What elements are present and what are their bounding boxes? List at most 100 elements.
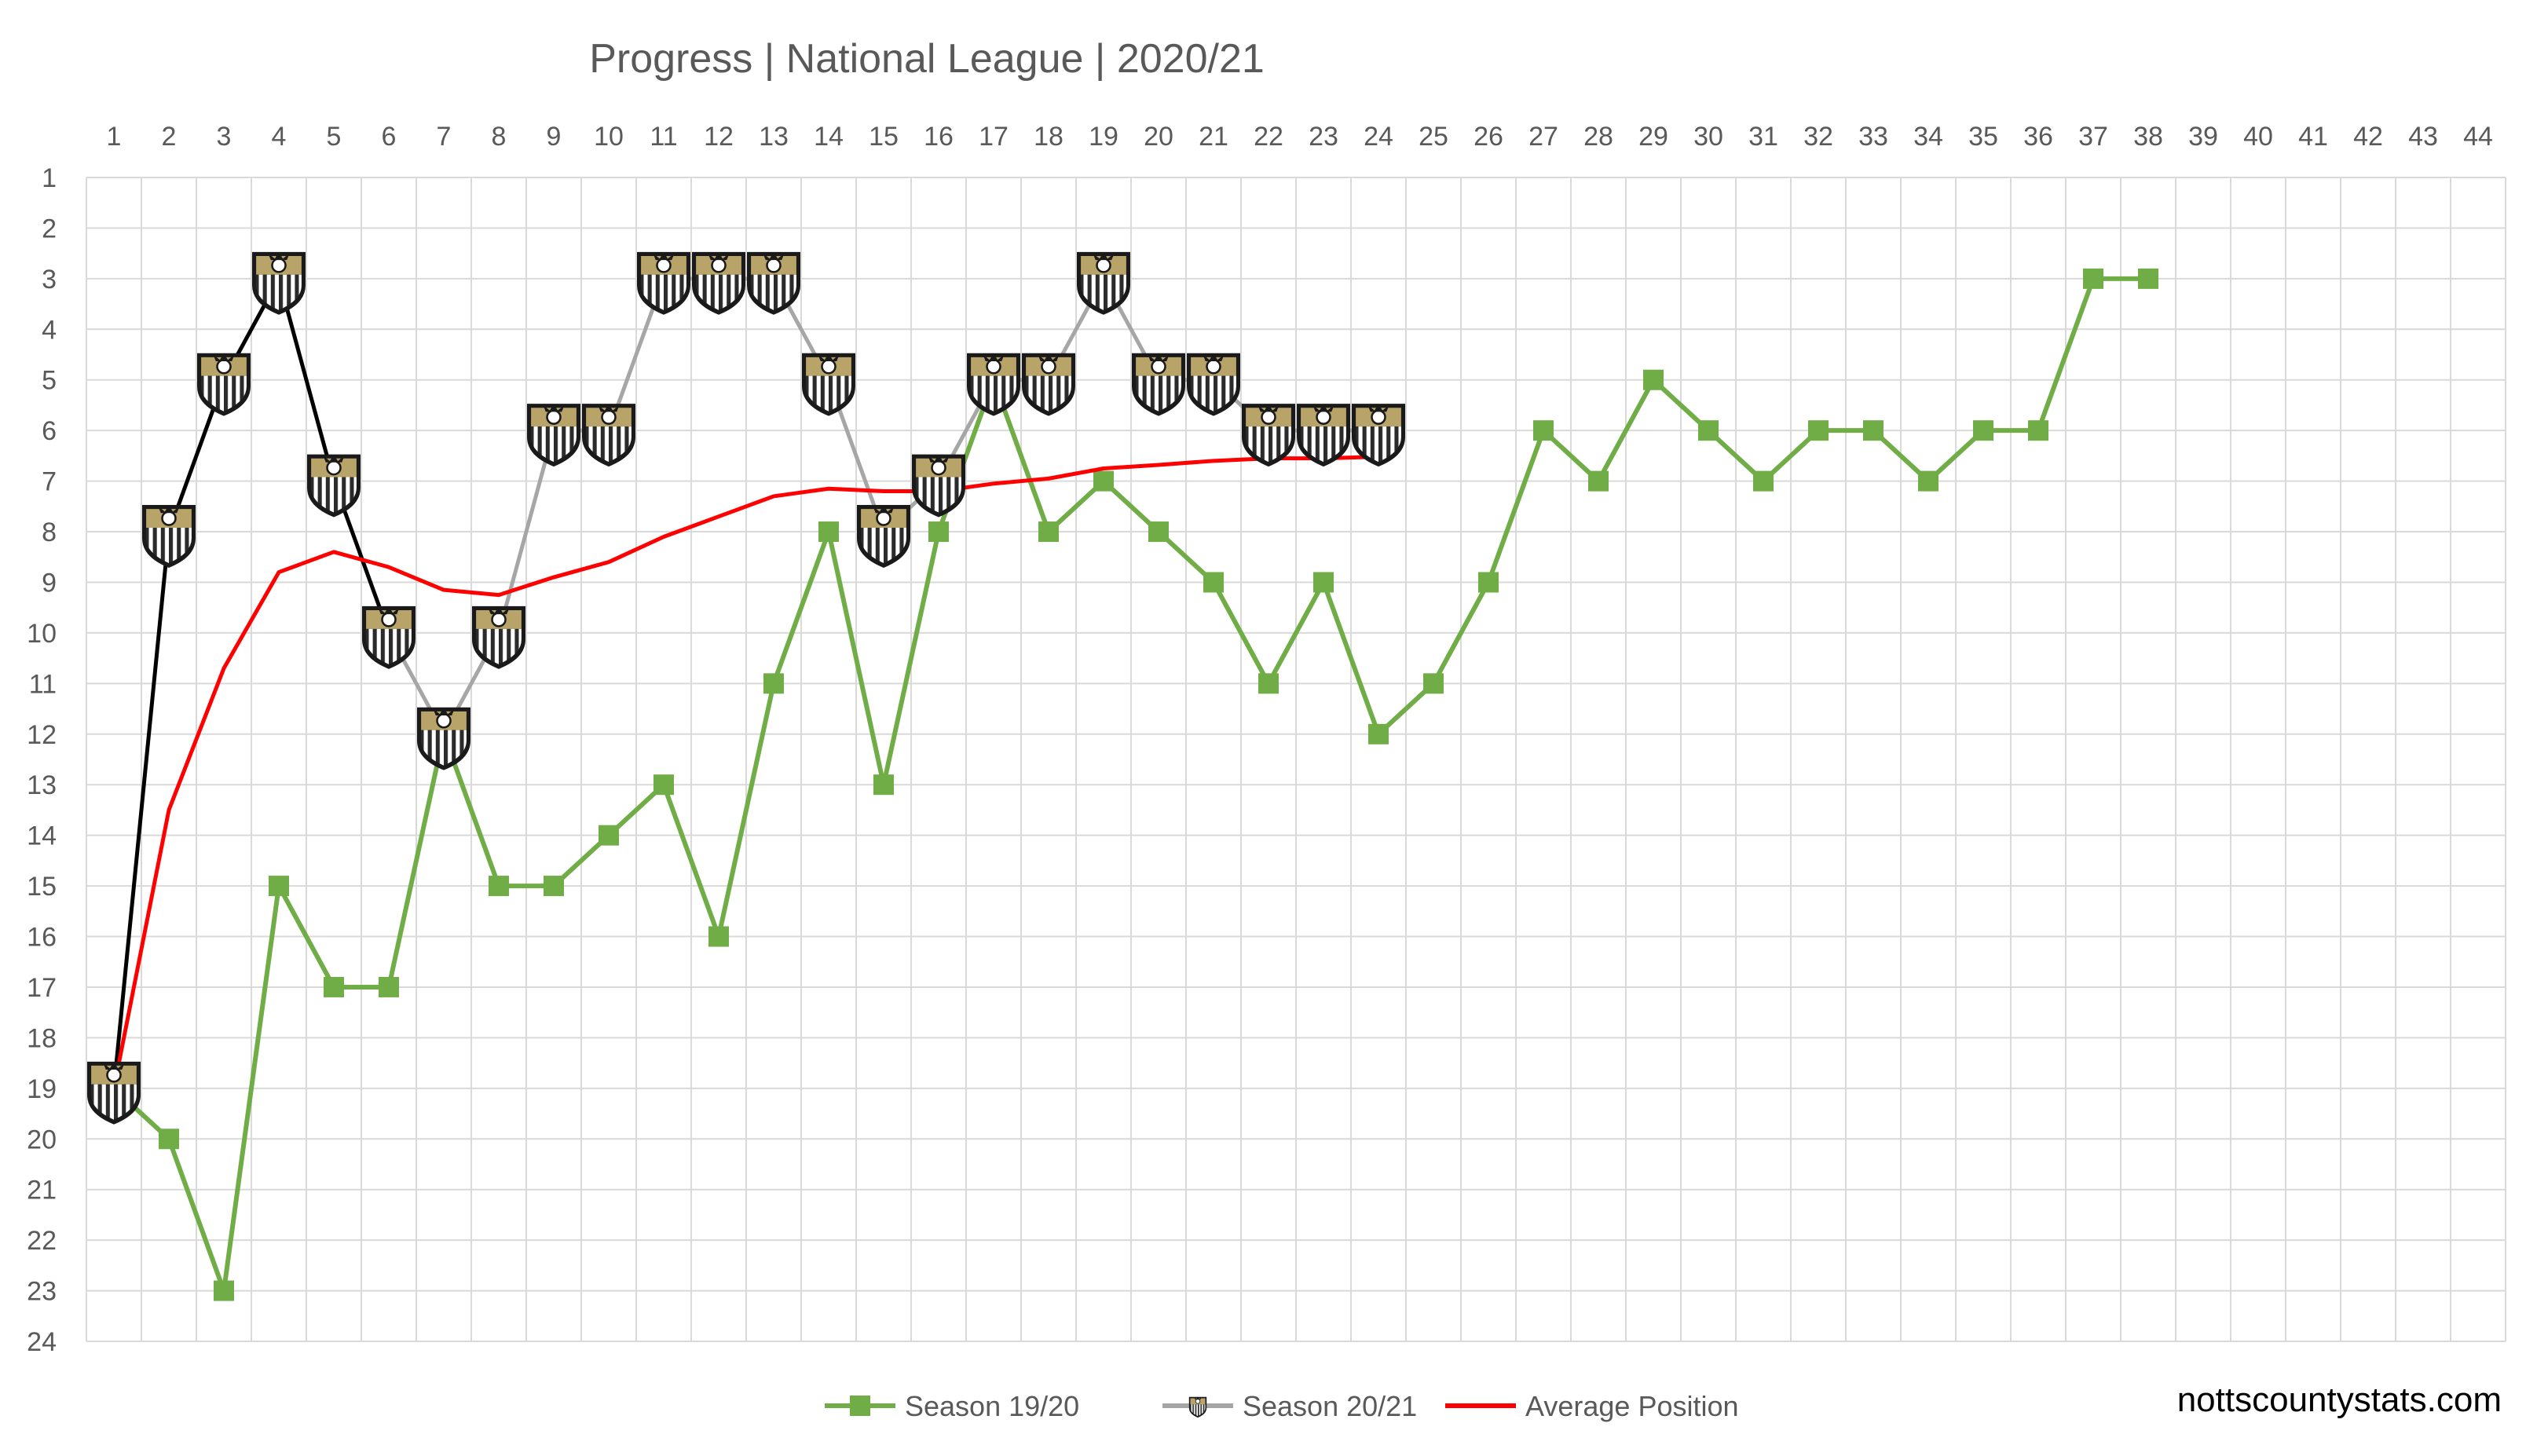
data-point-season-19-20 — [928, 521, 949, 543]
y-tick-label: 7 — [42, 467, 57, 497]
data-point-season-19-20 — [1808, 420, 1829, 441]
data-point-season-19-20 — [1478, 572, 1499, 593]
data-point-season-19-20 — [1973, 420, 1993, 441]
data-point-season-20-21-crest-icon — [1242, 404, 1295, 467]
data-point-season-20-21-crest-icon — [87, 1061, 141, 1125]
y-tick-label: 8 — [42, 518, 57, 547]
crest-emblem — [876, 510, 891, 526]
data-point-season-19-20 — [1863, 420, 1884, 441]
x-tick-label: 21 — [1199, 122, 1228, 152]
crest-emblem — [1195, 1399, 1201, 1404]
x-tick-label: 32 — [1803, 122, 1833, 152]
x-tick-label: 30 — [1693, 122, 1723, 152]
crest-crown — [378, 605, 400, 615]
crest-stripes — [1136, 375, 1181, 412]
crest-stripes — [696, 274, 741, 310]
x-tick-label: 10 — [594, 122, 624, 152]
crest-crown — [1194, 1396, 1202, 1400]
x-tick-label: 42 — [2353, 122, 2383, 152]
data-point-season-20-21-crest-icon — [802, 353, 855, 416]
crest-stripes — [641, 274, 686, 310]
crest-stripes — [256, 274, 302, 310]
chart-title: Progress | National League | 2020/21 — [589, 36, 1265, 82]
x-tick-label: 4 — [272, 122, 287, 152]
series-line-average-position — [112, 455, 1379, 1089]
legend-label-season-20-21: Season 20/21 — [1243, 1390, 1417, 1422]
x-tick-label: 5 — [327, 122, 342, 152]
crest-emblem — [216, 358, 232, 375]
crest-stripes — [1356, 426, 1401, 463]
data-point-season-20-21-crest-icon — [967, 353, 1020, 416]
data-point-season-19-20 — [214, 1280, 234, 1301]
x-tick-label: 16 — [924, 122, 954, 152]
crest-stripes — [1191, 375, 1236, 412]
crest-crown — [268, 251, 290, 261]
x-tick-label: 20 — [1144, 122, 1173, 152]
crest-emblem — [766, 258, 782, 273]
data-point-season-19-20 — [653, 774, 674, 796]
crest-crown — [488, 605, 510, 615]
data-point-season-19-20 — [599, 825, 619, 846]
x-tick-label: 41 — [2298, 122, 2328, 152]
crest-emblem — [711, 258, 727, 273]
data-point-season-19-20 — [763, 673, 784, 694]
data-point-season-20-21-crest-icon — [252, 251, 306, 315]
y-tick-label: 11 — [29, 669, 57, 699]
crest-emblem — [1206, 358, 1221, 375]
crest-crown — [213, 353, 235, 361]
y-tick-label: 6 — [42, 416, 57, 446]
x-tick-label: 11 — [650, 122, 677, 152]
crest-crown — [763, 251, 785, 261]
y-tick-label: 20 — [27, 1125, 57, 1154]
crest-stripes — [751, 274, 796, 310]
data-point-season-19-20 — [159, 1129, 179, 1150]
legend: Season 19/20 Season 20/21 Average Position — [825, 1390, 1739, 1422]
data-point-season-19-20 — [1258, 673, 1279, 694]
y-tick-label: 23 — [27, 1277, 57, 1307]
crest-crown — [1203, 353, 1225, 361]
x-tick-label: 28 — [1583, 122, 1613, 152]
crest-crown — [1312, 404, 1334, 412]
crest-emblem — [161, 510, 177, 526]
crest-stripes — [861, 527, 906, 563]
crest-stripes — [1081, 274, 1126, 310]
x-tick-label: 27 — [1528, 122, 1558, 152]
data-point-season-20-21-crest-icon — [1132, 353, 1185, 416]
crest-emblem — [1316, 409, 1331, 425]
crest-emblem — [1371, 409, 1386, 425]
crest-stripes — [916, 477, 961, 513]
data-point-season-19-20 — [1533, 420, 1554, 441]
data-point-season-19-20 — [544, 876, 564, 897]
crest-emblem — [986, 358, 1001, 375]
x-tick-label: 6 — [382, 122, 397, 152]
data-point-season-20-21-crest-icon — [417, 707, 470, 770]
crest-crown — [1148, 353, 1170, 361]
crest-stripes — [311, 477, 357, 513]
x-tick-label: 19 — [1089, 122, 1118, 152]
crest-crown — [598, 404, 620, 412]
x-tick-label: 8 — [492, 122, 507, 152]
crest-emblem — [601, 409, 617, 425]
crest-emblem — [436, 713, 452, 729]
x-tick-label: 22 — [1254, 122, 1283, 152]
crest-stripes — [971, 375, 1016, 412]
data-point-season-19-20 — [1588, 470, 1609, 492]
x-tick-label: 40 — [2243, 122, 2273, 152]
data-point-season-20-21-crest-icon — [637, 251, 690, 315]
y-tick-label: 9 — [42, 568, 57, 598]
crest-stripes — [1246, 426, 1291, 463]
y-tick-label: 16 — [27, 923, 57, 953]
crest-crown — [928, 454, 950, 463]
data-point-season-20-21-crest-icon — [472, 605, 525, 669]
y-tick-label: 24 — [27, 1327, 57, 1357]
crest-crown — [433, 707, 455, 715]
data-point-season-19-20 — [1038, 521, 1059, 543]
crest-emblem — [656, 258, 672, 273]
crest-crown — [103, 1061, 125, 1070]
crest-stripes — [146, 527, 192, 563]
data-point-season-20-21-crest-icon — [362, 605, 416, 669]
x-tick-label: 1 — [107, 122, 122, 152]
y-tick-label: 2 — [42, 214, 57, 243]
crest-crown — [158, 505, 180, 514]
